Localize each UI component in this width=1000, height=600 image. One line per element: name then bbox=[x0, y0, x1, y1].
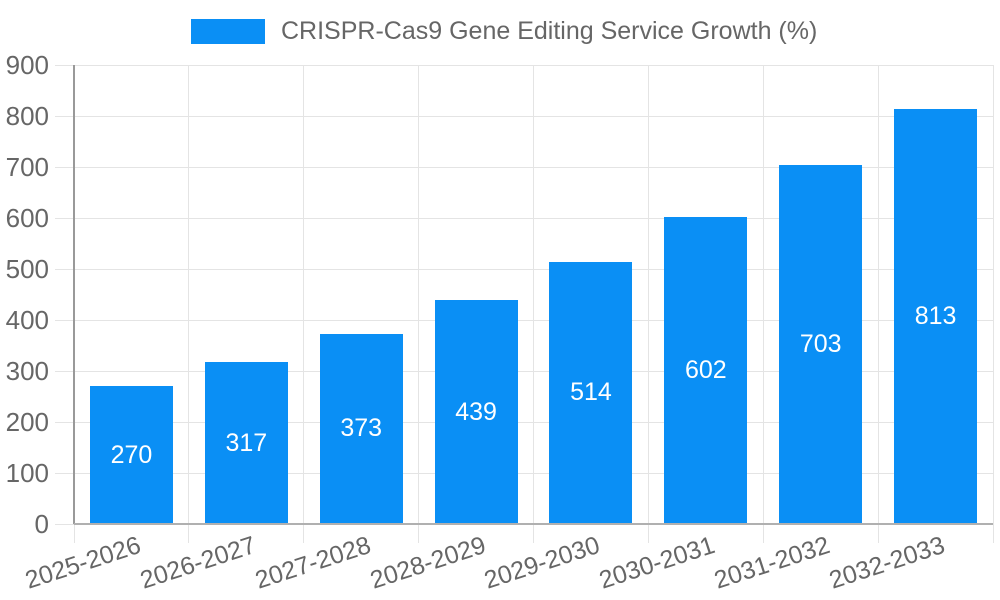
y-axis-line bbox=[72, 65, 75, 524]
bar bbox=[204, 362, 288, 524]
h-gridline bbox=[55, 217, 993, 219]
h-gridline bbox=[55, 166, 993, 168]
x-tick-label: 2026-2027 bbox=[136, 531, 259, 595]
x-tick-label: 2028-2029 bbox=[366, 531, 489, 595]
x-tick-label: 2031-2032 bbox=[710, 531, 834, 595]
y-tick-label: 200 bbox=[5, 407, 49, 437]
legend-label: CRISPR-Cas9 Gene Editing Service Growth … bbox=[281, 17, 818, 45]
v-gridline bbox=[877, 65, 879, 543]
bar-value-label: 270 bbox=[110, 440, 153, 469]
v-gridline bbox=[533, 65, 534, 543]
bar-value-label: 602 bbox=[684, 355, 727, 384]
x-tick-label: 2029-2030 bbox=[481, 531, 604, 595]
legend-swatch-icon bbox=[191, 19, 265, 44]
x-tick-label: 2027-2028 bbox=[251, 531, 374, 595]
bar bbox=[319, 333, 403, 524]
x-axis-line bbox=[74, 523, 993, 525]
h-gridline bbox=[55, 268, 993, 270]
bar-value-label: 703 bbox=[799, 330, 842, 359]
h-gridline bbox=[55, 370, 993, 372]
bar-value-label: 813 bbox=[914, 302, 957, 331]
y-tick-label: 500 bbox=[5, 254, 49, 284]
h-gridline bbox=[55, 319, 993, 321]
v-gridline bbox=[992, 65, 994, 543]
v-gridline bbox=[647, 65, 649, 543]
bar bbox=[779, 165, 863, 524]
bar-value-label: 514 bbox=[570, 378, 612, 407]
v-gridline bbox=[418, 65, 420, 543]
h-gridline bbox=[55, 115, 993, 117]
h-gridline bbox=[55, 421, 993, 423]
h-gridline bbox=[55, 64, 993, 66]
y-tick-label: 700 bbox=[5, 152, 49, 182]
bar-value-label: 439 bbox=[455, 397, 497, 426]
y-tick-label: 800 bbox=[5, 101, 49, 131]
y-tick-label: 100 bbox=[5, 458, 49, 488]
bar-value-label: 373 bbox=[340, 414, 383, 443]
h-gridline bbox=[55, 472, 993, 474]
y-tick-label: 600 bbox=[5, 203, 49, 233]
y-tick-label: 300 bbox=[5, 356, 49, 386]
y-tick-label: 400 bbox=[5, 305, 49, 335]
bar-value-label: 317 bbox=[225, 428, 268, 457]
bar bbox=[549, 261, 633, 524]
v-gridline bbox=[762, 65, 764, 543]
y-tick-label: 0 bbox=[34, 509, 49, 539]
x-tick-label: 2030-2031 bbox=[596, 531, 719, 595]
bar bbox=[89, 386, 173, 524]
bar bbox=[664, 216, 748, 524]
v-gridline bbox=[303, 65, 305, 543]
bar bbox=[894, 109, 978, 524]
x-tick-label: 2025-2026 bbox=[21, 531, 145, 595]
x-tick-label: 2032-2033 bbox=[825, 531, 949, 595]
y-tick-label: 900 bbox=[5, 50, 49, 80]
v-gridline bbox=[188, 65, 190, 543]
bar bbox=[434, 300, 518, 524]
chart-legend: CRISPR-Cas9 Gene Editing Service Growth … bbox=[0, 0, 1000, 52]
